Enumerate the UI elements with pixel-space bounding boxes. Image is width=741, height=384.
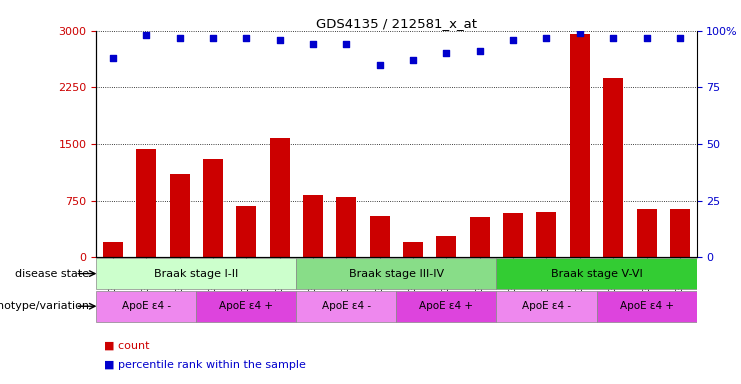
Bar (670, 209, 690, 257)
Text: ApoE ε4 +: ApoE ε4 + (619, 301, 674, 311)
Text: ■ count: ■ count (104, 341, 149, 351)
Point (107, 55, 119, 61)
Point (273, 37, 285, 43)
Point (373, 62, 385, 68)
Text: Braak stage I-II: Braak stage I-II (154, 268, 239, 279)
Bar (96, 258, 296, 289)
Bar (570, 35, 590, 257)
Bar (396, 291, 496, 322)
Bar (503, 214, 523, 257)
Bar (196, 291, 296, 322)
Bar (270, 138, 290, 257)
Point (207, 35, 219, 41)
Text: ApoE ε4 -: ApoE ε4 - (522, 301, 571, 311)
Bar (236, 206, 256, 257)
Point (408, 57, 419, 63)
Point (540, 35, 552, 41)
Bar (603, 78, 623, 257)
Bar (303, 195, 323, 257)
Point (674, 35, 686, 41)
Bar (296, 291, 396, 322)
Bar (170, 174, 190, 257)
Bar (637, 209, 657, 257)
Bar (536, 212, 556, 257)
Bar (103, 242, 123, 257)
Point (574, 30, 585, 36)
Bar (96, 291, 196, 322)
Bar (496, 291, 597, 322)
Bar (336, 197, 356, 257)
Text: ■ percentile rank within the sample: ■ percentile rank within the sample (104, 360, 305, 370)
Text: Braak stage III-IV: Braak stage III-IV (349, 268, 444, 279)
Text: ApoE ε4 -: ApoE ε4 - (122, 301, 171, 311)
Text: genotype/variation: genotype/variation (0, 301, 89, 311)
Point (240, 35, 252, 41)
Text: Braak stage V-VI: Braak stage V-VI (551, 268, 642, 279)
Bar (597, 291, 697, 322)
Point (507, 37, 519, 43)
Text: ApoE ε4 -: ApoE ε4 - (322, 301, 371, 311)
Text: ApoE ε4 +: ApoE ε4 + (219, 301, 273, 311)
Text: ApoE ε4 +: ApoE ε4 + (419, 301, 473, 311)
Bar (496, 258, 697, 289)
Point (140, 32, 153, 38)
Bar (203, 159, 223, 257)
Text: disease state: disease state (15, 268, 89, 279)
Bar (436, 236, 456, 257)
Bar (136, 149, 156, 257)
Point (640, 35, 653, 41)
Title: GDS4135 / 212581_x_at: GDS4135 / 212581_x_at (316, 17, 477, 30)
Bar (370, 216, 390, 257)
Point (307, 41, 319, 47)
Point (440, 50, 452, 56)
Bar (470, 217, 490, 257)
Point (474, 48, 486, 54)
Bar (403, 242, 423, 257)
Point (608, 35, 619, 41)
Point (341, 41, 353, 47)
Bar (296, 258, 496, 289)
Point (173, 35, 185, 41)
